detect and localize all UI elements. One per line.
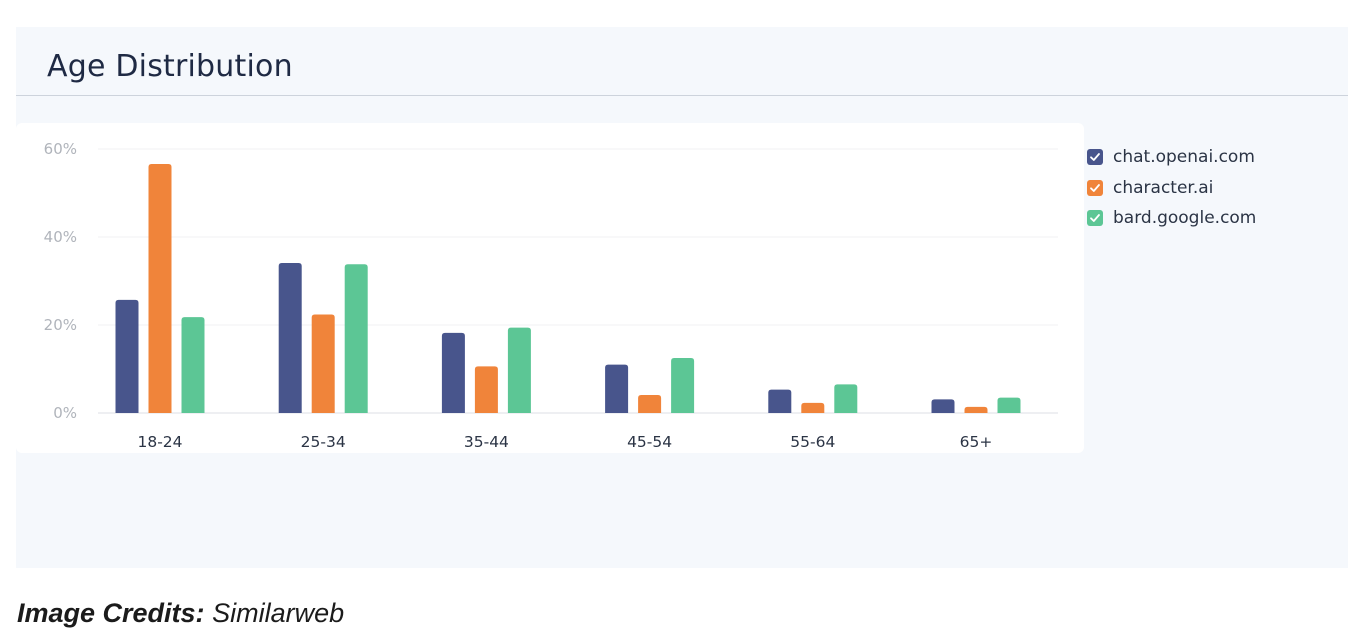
bar-chat-openai-com-18-24[interactable]: [115, 299, 139, 413]
y-tick-label: 0%: [53, 404, 77, 422]
checkbox-checked-icon[interactable]: [1087, 179, 1103, 196]
bar-bard-google-com-55-64[interactable]: [834, 384, 858, 413]
bar-chat-openai-com-55-64[interactable]: [768, 389, 792, 413]
legend-label: character.ai: [1113, 177, 1214, 198]
y-tick-label: 20%: [44, 316, 77, 334]
x-tick-label: 35-44: [464, 433, 509, 451]
chart-legend: chat.openai.com character.ai bard.google…: [1087, 142, 1256, 234]
bar-chat-openai-com-35-44[interactable]: [441, 332, 465, 413]
chart-card: 0% 20% 40% 60% 18-24 25-34 35-44 45-54 55-64 65+: [16, 123, 1084, 453]
panel-title: Age Distribution: [47, 49, 293, 84]
legend-item-chat-openai[interactable]: chat.openai.com: [1087, 142, 1256, 173]
y-tick-label: 60%: [44, 140, 77, 158]
bar-character-ai-18-24[interactable]: [148, 163, 172, 413]
bar-bard-google-com-65+[interactable]: [997, 397, 1021, 413]
legend-label: chat.openai.com: [1113, 147, 1255, 168]
x-tick-label: 65+: [960, 433, 993, 451]
bar-chart: 0% 20% 40% 60% 18-24 25-34 35-44 45-54 55-64 65+: [44, 140, 1058, 451]
credits-source: Similarweb: [212, 598, 345, 628]
bar-character-ai-65+[interactable]: [964, 406, 988, 413]
image-credits: Image Credits: Similarweb: [17, 598, 344, 629]
title-divider: [16, 95, 1348, 96]
x-tick-label: 55-64: [790, 433, 835, 451]
x-tick-label: 18-24: [137, 433, 182, 451]
x-tick-label: 25-34: [301, 433, 346, 451]
bar-character-ai-55-64[interactable]: [801, 402, 825, 413]
bar-chat-openai-com-45-54[interactable]: [605, 364, 629, 413]
y-tick-label: 40%: [44, 228, 77, 246]
bar-chat-openai-com-25-34[interactable]: [278, 262, 302, 413]
checkbox-checked-icon[interactable]: [1087, 149, 1103, 166]
bar-bard-google-com-45-54[interactable]: [671, 358, 695, 413]
checkbox-checked-icon[interactable]: [1087, 210, 1103, 227]
bar-character-ai-45-54[interactable]: [638, 394, 662, 413]
credits-prefix: Image Credits:: [17, 598, 205, 628]
x-tick-label: 45-54: [627, 433, 672, 451]
age-distribution-panel: Age Distribution 0% 20% 40% 60% 18-24 25-34 35…: [16, 27, 1348, 568]
bar-bard-google-com-18-24[interactable]: [181, 317, 205, 413]
bar-character-ai-35-44[interactable]: [474, 366, 498, 413]
bar-chat-openai-com-65+[interactable]: [931, 399, 955, 413]
legend-label: bard.google.com: [1113, 208, 1257, 229]
bar-bard-google-com-25-34[interactable]: [344, 264, 368, 413]
bar-bard-google-com-35-44[interactable]: [507, 327, 531, 413]
legend-item-character-ai[interactable]: character.ai: [1087, 173, 1256, 204]
legend-item-bard-google[interactable]: bard.google.com: [1087, 203, 1256, 234]
bar-character-ai-25-34[interactable]: [311, 314, 335, 413]
